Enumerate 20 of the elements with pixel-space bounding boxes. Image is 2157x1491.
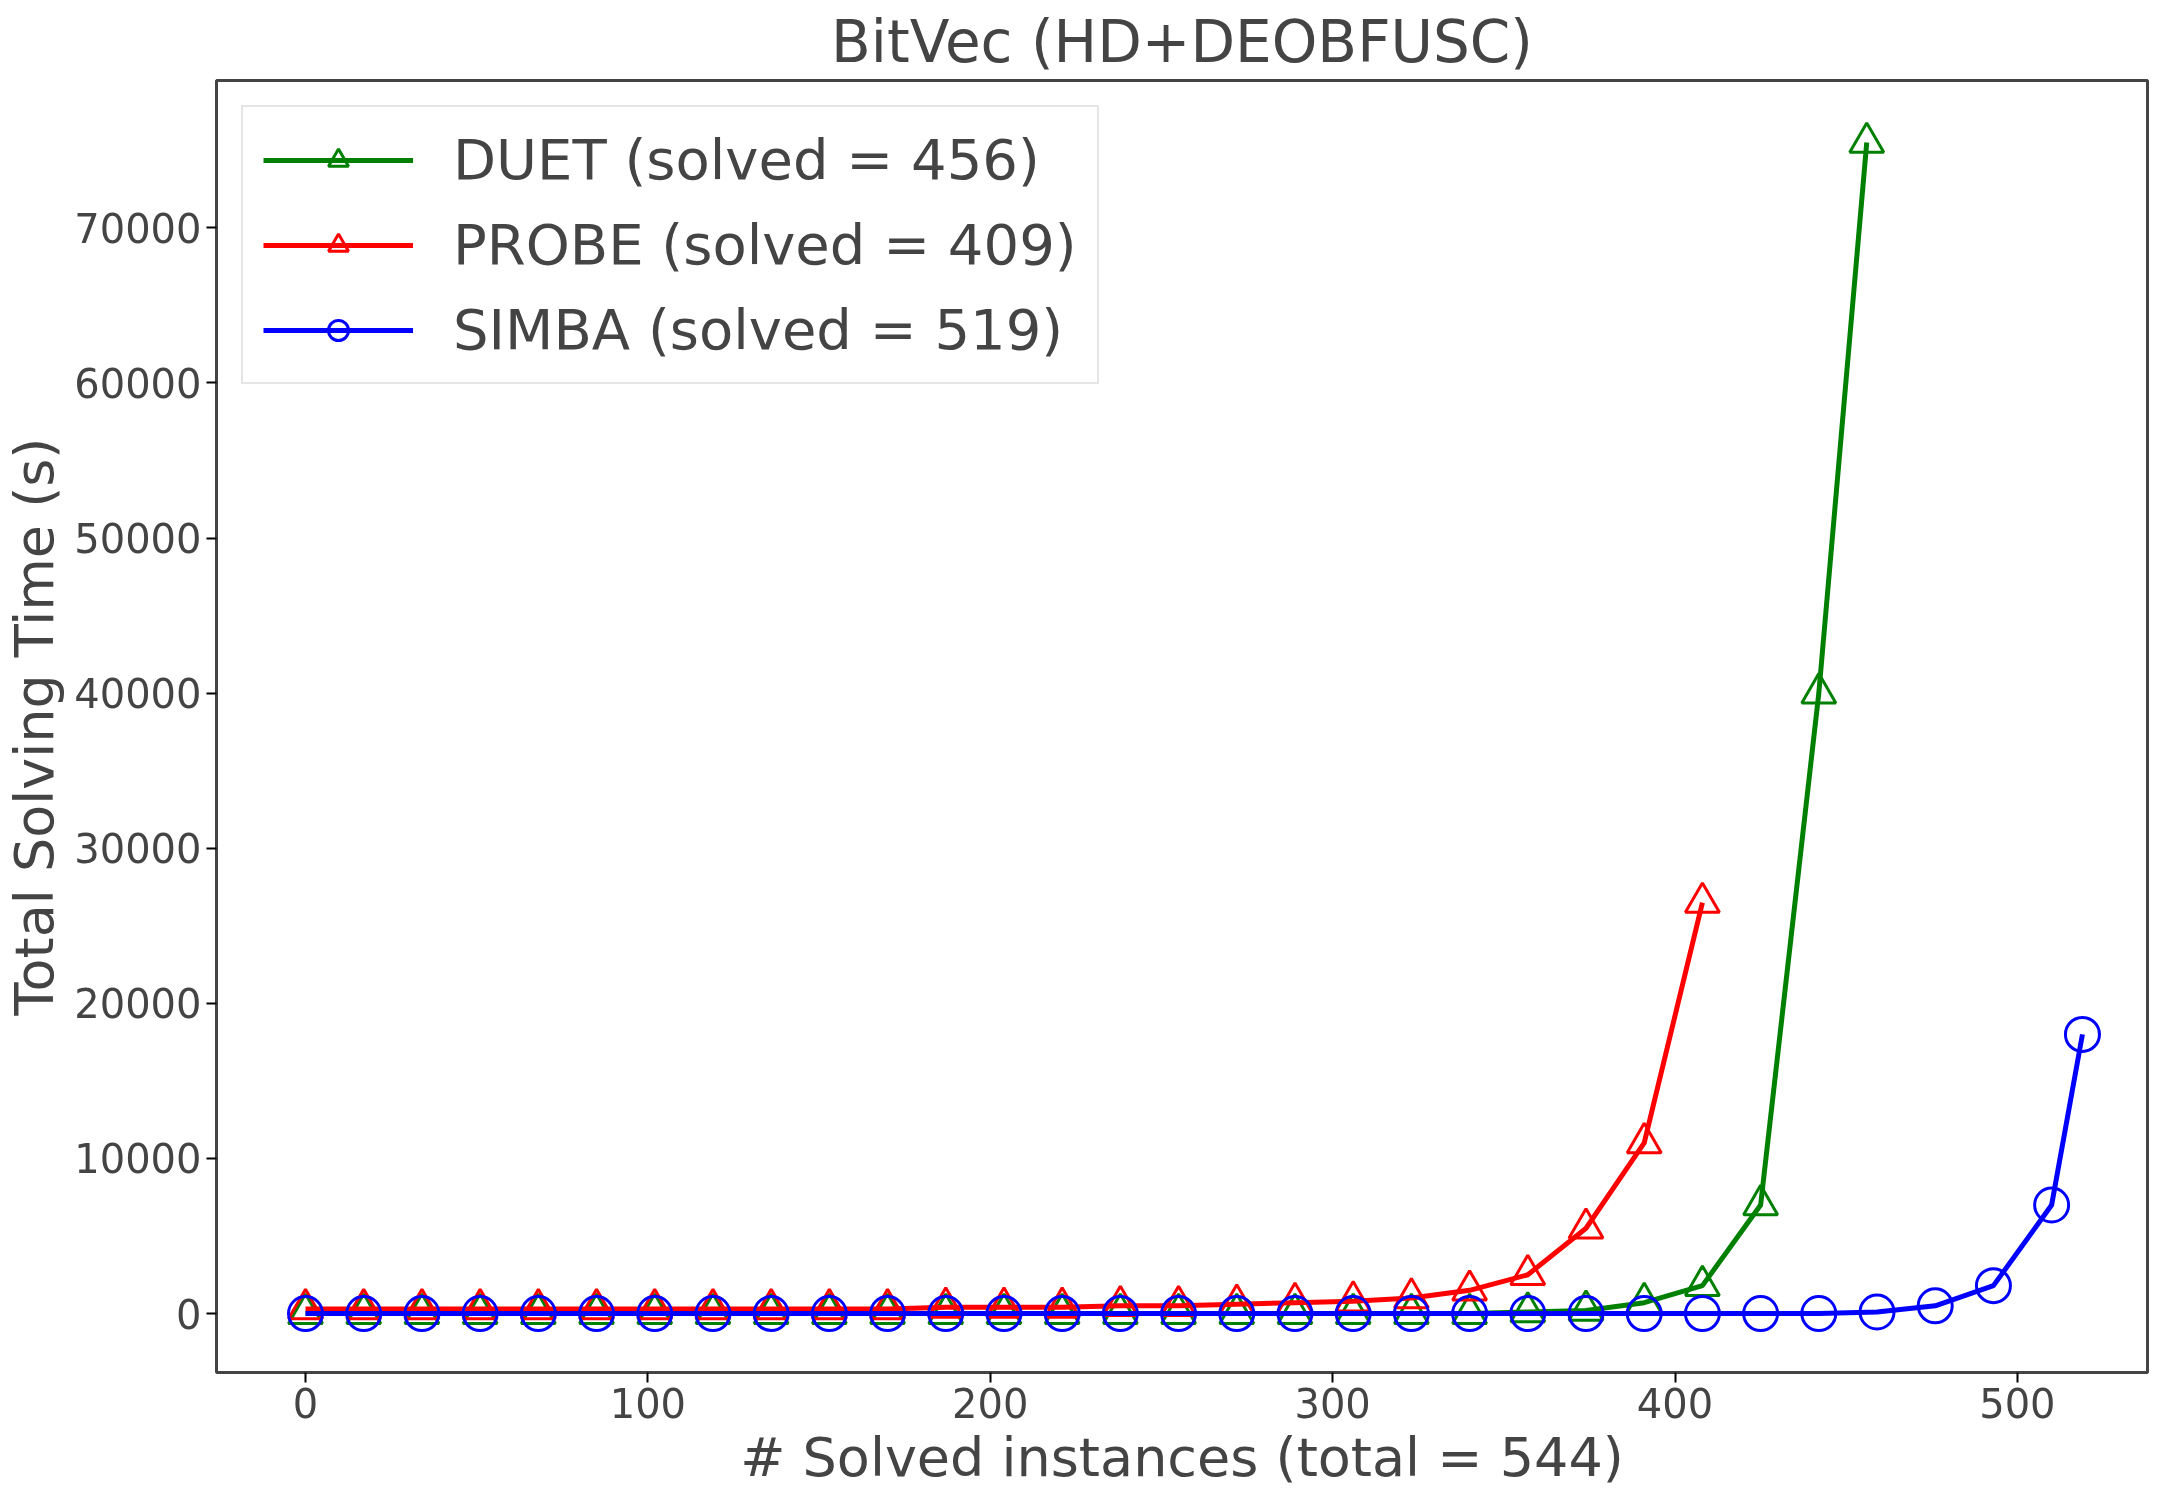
chart-title: BitVec (HD+DEOBFUSC) — [831, 7, 1533, 76]
y-tick-label: 20000 — [74, 981, 202, 1028]
legend-label: SIMBA (solved = 519) — [453, 297, 1064, 362]
x-tick-label: 0 — [292, 1380, 319, 1427]
y-tick-label: 40000 — [74, 671, 202, 718]
y-tick-label: 60000 — [74, 360, 202, 407]
x-tick-label: 100 — [609, 1380, 687, 1427]
y-tick-label: 0 — [176, 1291, 202, 1338]
x-axis-title: # Solved instances (total = 544) — [740, 1425, 1624, 1489]
y-tick-label: 50000 — [74, 516, 202, 563]
x-tick-label: 300 — [1294, 1380, 1371, 1427]
legend-label: DUET (solved = 456) — [453, 127, 1040, 192]
legend-label: PROBE (solved = 409) — [453, 212, 1077, 277]
y-tick-label: 10000 — [74, 1136, 202, 1183]
x-tick-label: 400 — [1636, 1380, 1714, 1427]
y-tick-label: 30000 — [74, 826, 202, 873]
x-tick-label: 200 — [952, 1380, 1029, 1427]
x-tick-label: 500 — [1979, 1380, 2056, 1427]
y-tick-label: 70000 — [74, 205, 202, 252]
y-axis-title: Total Solving Time (s) — [3, 437, 67, 1017]
